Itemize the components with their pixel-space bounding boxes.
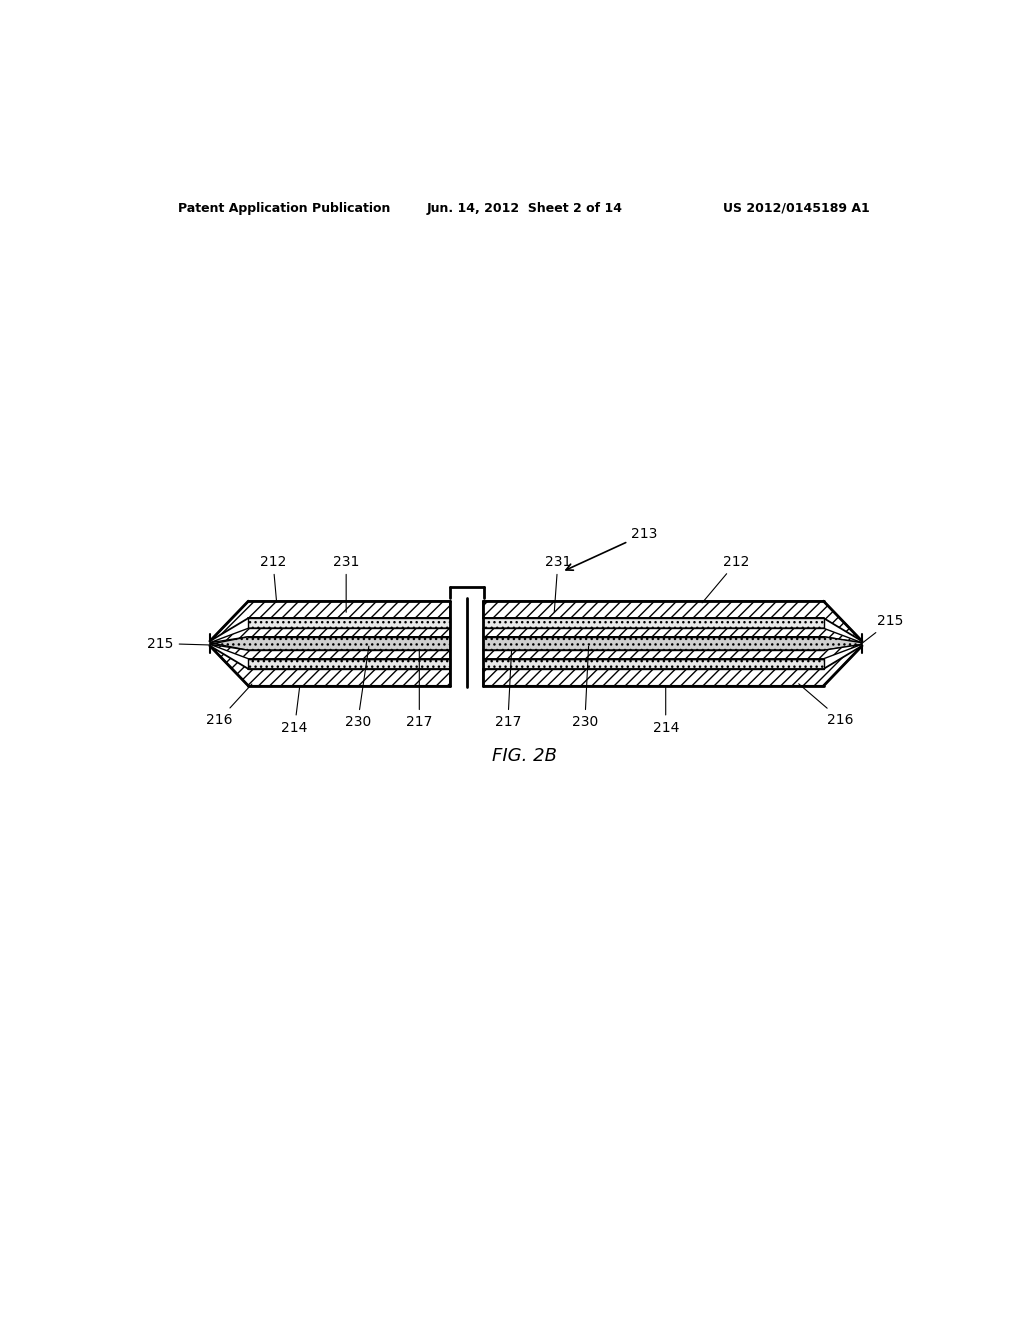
Text: 231: 231 xyxy=(545,554,571,612)
Text: US 2012/0145189 A1: US 2012/0145189 A1 xyxy=(723,202,869,215)
Text: Patent Application Publication: Patent Application Publication xyxy=(178,202,391,215)
Text: 215: 215 xyxy=(147,636,209,651)
Text: 214: 214 xyxy=(282,688,308,734)
Polygon shape xyxy=(483,601,862,642)
Polygon shape xyxy=(210,645,451,686)
Text: 212: 212 xyxy=(260,554,286,602)
Polygon shape xyxy=(483,636,862,651)
Polygon shape xyxy=(210,601,451,642)
Polygon shape xyxy=(483,618,823,628)
Polygon shape xyxy=(249,659,451,669)
Text: 217: 217 xyxy=(407,649,432,729)
Text: 231: 231 xyxy=(333,554,359,612)
Polygon shape xyxy=(483,645,862,686)
Text: 216: 216 xyxy=(799,684,854,727)
Polygon shape xyxy=(483,628,862,643)
Polygon shape xyxy=(210,628,451,643)
Text: 216: 216 xyxy=(206,684,252,727)
Polygon shape xyxy=(249,618,451,628)
Text: 217: 217 xyxy=(495,649,521,729)
Text: 230: 230 xyxy=(345,647,371,729)
Text: 214: 214 xyxy=(652,688,679,734)
Text: 212: 212 xyxy=(702,554,750,603)
Polygon shape xyxy=(210,636,451,651)
Text: 215: 215 xyxy=(862,614,904,643)
Polygon shape xyxy=(483,659,823,669)
Text: 230: 230 xyxy=(571,647,598,729)
Polygon shape xyxy=(483,644,862,659)
Polygon shape xyxy=(210,644,451,659)
Text: 213: 213 xyxy=(566,527,657,570)
Text: FIG. 2B: FIG. 2B xyxy=(493,747,557,766)
Text: Jun. 14, 2012  Sheet 2 of 14: Jun. 14, 2012 Sheet 2 of 14 xyxy=(427,202,623,215)
